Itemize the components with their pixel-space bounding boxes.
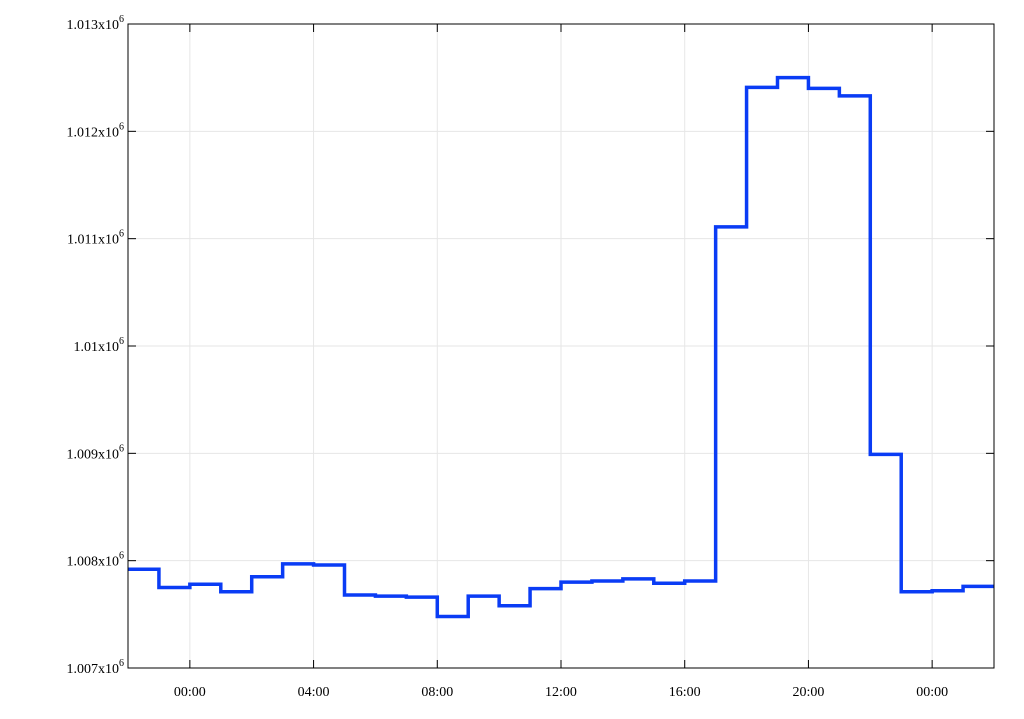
y-tick-exponent: 6 [119, 336, 124, 347]
x-tick-label: 20:00 [792, 685, 824, 700]
grid [128, 24, 994, 668]
y-tick-mantissa: 1.008x10 [67, 555, 120, 570]
y-tick-mantissa: 1.013x10 [67, 18, 120, 33]
y-tick-mantissa: 1.009x10 [67, 447, 120, 462]
y-tick-exponent: 6 [119, 551, 124, 562]
y-axis-tick-labels: 1.007x1061.008x1061.009x1061.01x1061.011… [67, 14, 125, 677]
y-tick-label: 1.013x106 [67, 14, 125, 33]
x-axis-tick-labels: 00:00 04:00 08:00 12:00 16:00 20:00 00:00 [174, 685, 948, 700]
x-tick-label: 00:00 [174, 685, 206, 700]
y-tick-label: 1.008x106 [67, 551, 125, 570]
series-line [128, 75, 994, 619]
x-tick-label: 00:00 [916, 685, 948, 700]
x-tick-label: 04:00 [298, 685, 330, 700]
tick-marks [128, 23, 994, 669]
y-tick-exponent: 6 [119, 229, 124, 240]
series-layer [128, 75, 994, 619]
y-tick-mantissa: 1.011x10 [67, 233, 119, 248]
y-tick-mantissa: 1.012x10 [67, 125, 120, 140]
x-tick-label: 12:00 [545, 685, 577, 700]
x-tick-label: 08:00 [421, 685, 453, 700]
y-tick-label: 1.011x106 [67, 229, 124, 248]
y-tick-label: 1.012x106 [67, 121, 125, 140]
y-tick-exponent: 6 [119, 14, 124, 25]
y-tick-mantissa: 1.007x10 [67, 662, 120, 677]
y-tick-label: 1.007x106 [67, 658, 125, 677]
x-tick-label: 16:00 [669, 685, 701, 700]
y-tick-exponent: 6 [119, 121, 124, 132]
y-tick-label: 1.009x106 [67, 443, 125, 462]
y-tick-exponent: 6 [119, 658, 124, 669]
y-tick-label: 1.01x106 [74, 336, 125, 355]
y-tick-mantissa: 1.01x10 [74, 340, 120, 355]
y-tick-exponent: 6 [119, 443, 124, 454]
